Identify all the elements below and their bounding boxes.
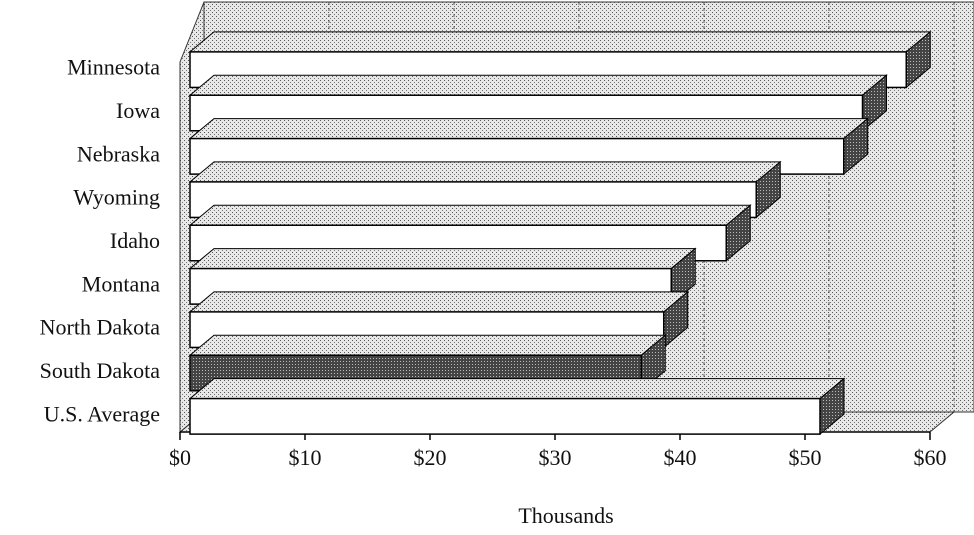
y-tick-label: Nebraska <box>77 141 160 166</box>
bar-top <box>188 334 667 356</box>
x-tick-label: $60 <box>914 445 947 470</box>
bar-top <box>188 74 888 96</box>
y-tick-label: Montana <box>82 271 160 296</box>
x-tick-label: $30 <box>539 445 572 470</box>
bar-top <box>188 378 846 400</box>
x-tick-label: $50 <box>789 445 822 470</box>
bar-top <box>188 248 697 270</box>
bar-front <box>189 397 821 435</box>
bar-top <box>188 31 932 53</box>
y-tick-label: South Dakota <box>40 358 161 383</box>
y-tick-label: Idaho <box>110 228 160 253</box>
bar-top <box>188 204 752 226</box>
y-tick-label: North Dakota <box>40 315 161 340</box>
bar-top <box>188 291 690 313</box>
x-tick-label: $20 <box>414 445 447 470</box>
bar <box>188 247 697 306</box>
y-tick-label: Wyoming <box>73 185 160 210</box>
x-axis-label: Thousands <box>518 503 613 528</box>
x-tick-label: $40 <box>664 445 697 470</box>
bar <box>188 377 846 436</box>
y-tick-label: Iowa <box>116 98 160 123</box>
x-tick-label: $10 <box>289 445 322 470</box>
bar-top <box>188 118 870 140</box>
y-tick-label: U.S. Average <box>44 401 160 426</box>
y-tick-label: Minnesota <box>67 55 160 80</box>
x-tick-label: $0 <box>169 445 191 470</box>
bar-top <box>188 161 782 183</box>
